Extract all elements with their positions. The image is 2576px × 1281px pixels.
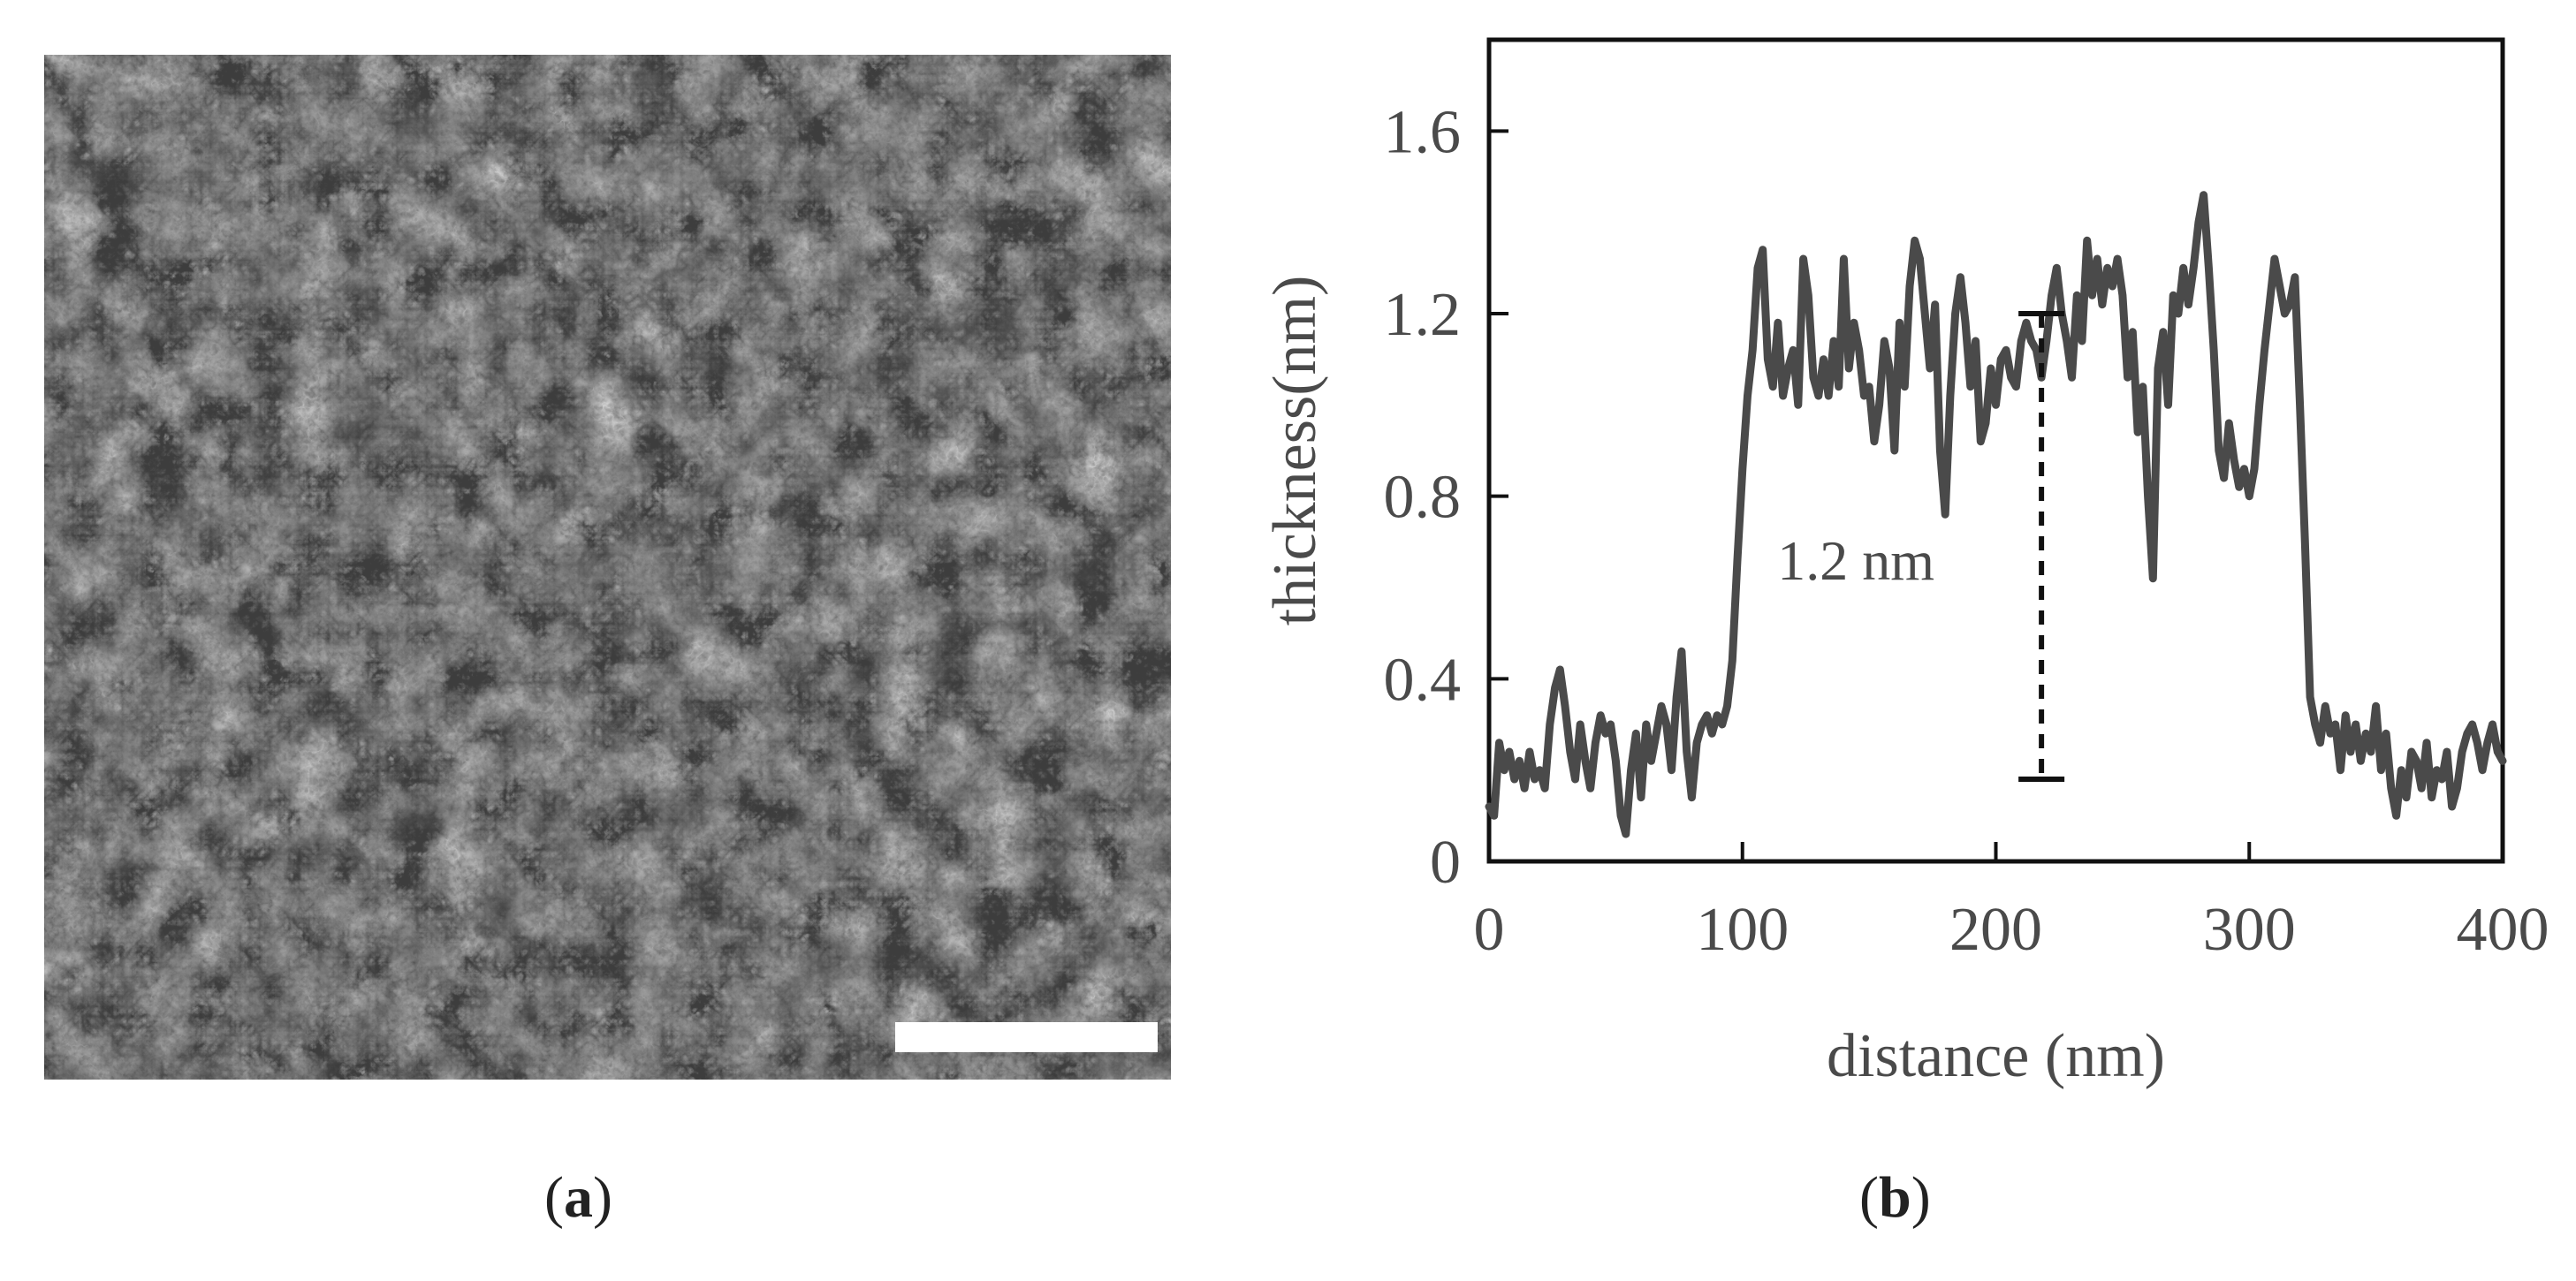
x-axis-label: distance (nm) (1827, 1022, 2165, 1090)
y-tick-label: 0.4 (1384, 646, 1462, 714)
x-tick-label: 300 (2203, 896, 2296, 964)
thickness-annotation: 1.2 nm (1777, 529, 1934, 592)
scale-bar (895, 1022, 1158, 1052)
y-tick-label: 1.6 (1384, 98, 1462, 166)
y-axis-label: thickness(nm) (1261, 276, 1329, 626)
x-tick-label: 0 (1474, 896, 1505, 964)
y-tick-label: 0 (1430, 829, 1461, 897)
y-tick-label: 1.2 (1384, 281, 1462, 349)
sem-micrograph-image (44, 55, 1171, 1080)
y-tick-label: 0.8 (1384, 464, 1462, 532)
thickness-line (1485, 191, 2507, 838)
panel-label-b: (b) (1859, 1165, 1931, 1230)
plot-frame (1486, 37, 2505, 864)
x-tick-label: 200 (1949, 896, 2042, 964)
panel-label-a: (a) (544, 1165, 612, 1230)
x-tick-label: 400 (2457, 896, 2549, 964)
x-tick-label: 100 (1696, 896, 1789, 964)
